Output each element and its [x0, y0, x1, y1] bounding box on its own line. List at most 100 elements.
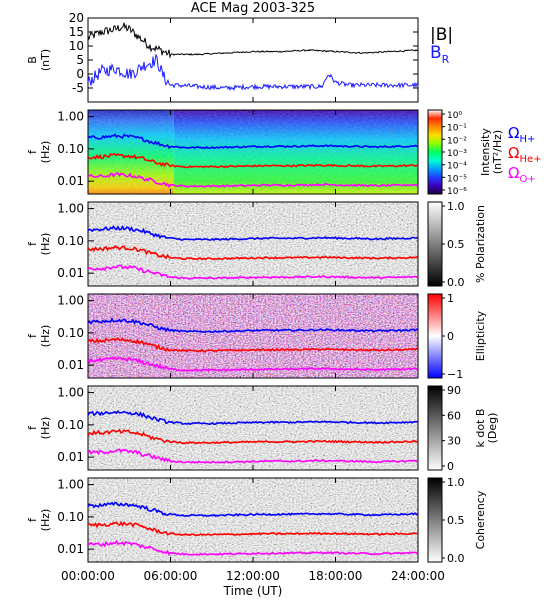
colorbar-tick-label: 90 — [447, 384, 461, 397]
legend-b-total: |B| — [430, 25, 453, 45]
colorbar-tick-label: 1.0 — [447, 200, 465, 213]
x-tick-label: 06:00:00 — [144, 569, 198, 583]
omega-o-line — [88, 539, 418, 556]
panel-intensity: 1.00 0.10 0.01 f (Hz) 10⁰ 10⁻¹ 10⁻² 10⁻³ 10⁻⁴ 10⁻⁵… — [26, 109, 504, 197]
legend-b-r-base: B — [430, 43, 442, 63]
chart-title: ACE Mag 2003-325 — [191, 1, 315, 16]
legend-omega-o-sub: O+ — [519, 174, 535, 185]
gyrofrequency-lines — [88, 501, 418, 556]
y-tick-label: 1.00 — [57, 478, 84, 492]
omega-h-line — [88, 501, 418, 518]
gyrofrequency-legend: ΩH+ ΩHe+ ΩO+ — [508, 124, 542, 185]
y-tick-label: 0.01 — [57, 450, 84, 464]
y-axis-label: f — [26, 149, 39, 154]
legend-omega-he-sub: He+ — [519, 154, 541, 165]
y-axis-label: B — [26, 56, 39, 64]
y-tick-label: 1.00 — [57, 294, 84, 308]
omega-h-line — [88, 133, 418, 150]
omega-h-line — [88, 409, 418, 426]
y-tick-label: 1.00 — [57, 386, 84, 400]
omega-o-line — [88, 172, 418, 188]
panel-coherency: 1.00 0.10 0.01 f (Hz) 1.0 0.5 0.0 Coherency — [26, 476, 487, 565]
y-axis-label: f — [26, 241, 39, 246]
legend-omega-he: ΩHe+ — [508, 144, 542, 165]
spectrogram-texture — [88, 386, 418, 470]
colorbar-tick-label: 0 — [447, 460, 454, 473]
colorbar-tick-label: 30 — [447, 435, 461, 448]
series-b-total-line — [88, 22, 418, 59]
colorbar-tick-label: 0.0 — [447, 276, 465, 289]
x-tick-label: 18:00:00 — [309, 569, 363, 583]
panel-ellipticity: 1.00 0.10 0.01 f (Hz) 1 0 −1 Ellipticity — [26, 292, 487, 381]
legend-omega-o-symbol: Ω — [508, 164, 519, 182]
colorbar — [427, 293, 443, 379]
omega-he-line — [88, 153, 418, 169]
x-tick-label: 00:00:00 — [61, 569, 115, 583]
omega-h-line — [88, 225, 418, 242]
colorbar-unit: (Deg) — [486, 413, 499, 444]
colorbar-tick-label: 10⁻¹ — [447, 124, 467, 134]
omega-he-line — [88, 337, 418, 353]
y-axis-label: f — [26, 333, 39, 338]
y-tick-label: 0.01 — [57, 542, 84, 556]
spectrogram-texture — [88, 294, 418, 378]
colorbar — [427, 385, 443, 471]
spectrogram-image — [88, 386, 418, 470]
colorbar-tick-label: 10⁻² — [447, 136, 467, 146]
legend-b-r-sub: R — [442, 53, 450, 66]
y-axis-unit: (Hz) — [39, 233, 52, 256]
spectrogram-texture — [88, 202, 418, 286]
x-axis-label: Time (UT) — [223, 584, 283, 598]
colorbar-tick-label: 60 — [447, 409, 461, 422]
colorbar-label: Intensity — [479, 128, 492, 176]
spectrogram-image — [88, 110, 418, 194]
y-tick-label: 0.01 — [57, 174, 84, 188]
y-axis-label: f — [26, 517, 39, 522]
colorbar-unit: (nT²/Hz) — [491, 130, 504, 174]
x-tick-label: 12:00:00 — [226, 569, 280, 583]
y-tick-label: 1.00 — [57, 202, 84, 216]
y-tick-label: 0.10 — [57, 510, 84, 524]
spectrogram-texture — [88, 110, 418, 194]
y-tick-label: 0.10 — [57, 326, 84, 340]
colorbar-tick-label: 0 — [447, 330, 454, 343]
legend-omega-o: ΩO+ — [508, 164, 536, 185]
colorbar-tick-label: 10⁰ — [447, 111, 462, 121]
omega-he-line — [88, 428, 418, 445]
y-tick-label: 0.10 — [57, 234, 84, 248]
colorbar — [427, 201, 443, 287]
colorbar-label: k dot B — [474, 409, 487, 448]
legend-omega-h-symbol: Ω — [508, 124, 519, 142]
colorbar — [427, 477, 443, 563]
legend-omega-h-sub: H+ — [519, 134, 535, 145]
spectrogram-image — [88, 478, 418, 562]
y-axis-label: f — [26, 425, 39, 430]
spectrogram-image — [88, 294, 418, 378]
colorbar — [427, 109, 443, 195]
spectrogram-texture — [88, 478, 418, 562]
y-tick-label: 15 — [69, 25, 84, 39]
colorbar-tick-label: −1 — [447, 368, 463, 381]
colorbar-label: Ellipticity — [474, 310, 487, 361]
gyrofrequency-lines — [88, 409, 418, 464]
y-axis-unit: (Hz) — [39, 141, 52, 164]
series-lines — [88, 22, 418, 92]
y-axis-unit: (Hz) — [39, 509, 52, 532]
colorbar-tick-label: 10⁻⁵ — [447, 174, 467, 184]
y-tick-label: 10 — [69, 39, 84, 53]
x-tick-label: 24:00:00 — [391, 569, 445, 583]
omega-o-line — [88, 264, 418, 280]
y-tick-label: 0.10 — [57, 142, 84, 156]
y-tick-label: 1.00 — [57, 110, 84, 124]
y-tick-label: 0.01 — [57, 266, 84, 280]
y-tick-label: -5 — [72, 81, 84, 95]
omega-h-line — [88, 317, 418, 334]
legend-b-r: BR — [430, 43, 450, 66]
colorbar-tick-label: 1.0 — [447, 476, 465, 489]
spectrogram-image — [88, 202, 418, 286]
panel-frame — [87, 17, 419, 103]
gyrofrequency-lines — [88, 317, 418, 372]
y-tick-label: 0 — [76, 67, 84, 81]
